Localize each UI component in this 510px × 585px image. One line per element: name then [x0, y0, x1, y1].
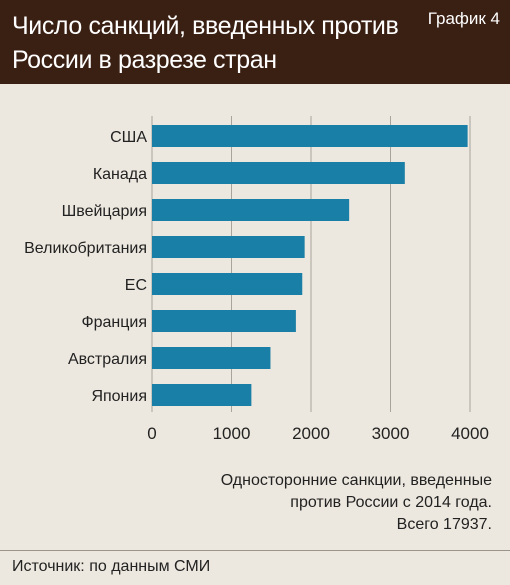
x-tick-label: 4000	[451, 424, 489, 443]
bar	[152, 236, 305, 258]
x-tick-label: 2000	[292, 424, 330, 443]
note-line-3: Всего 17937.	[396, 516, 492, 533]
category-label: Великобритания	[24, 240, 147, 257]
bar	[152, 125, 468, 147]
bar	[152, 162, 405, 184]
bar	[152, 347, 271, 369]
category-label: Франция	[81, 314, 147, 331]
bar	[152, 273, 303, 295]
source-text: Источник: по данным СМИ	[12, 558, 211, 575]
x-tick-label: 3000	[372, 424, 410, 443]
category-label: Швейцария	[62, 203, 147, 220]
category-label: Япония	[91, 388, 147, 405]
x-tick-label: 0	[147, 424, 156, 443]
bar	[152, 199, 350, 221]
category-label: ЕС	[125, 277, 147, 294]
x-tick-label: 1000	[213, 424, 251, 443]
category-label: Австралия	[68, 351, 147, 368]
category-label: США	[110, 129, 147, 146]
note-line-1: Односторонние санкции, введенные	[220, 472, 492, 489]
header-bar: Число санкций, введенных против России в…	[0, 0, 510, 84]
note-line-2: против России с 2014 года.	[290, 494, 492, 511]
chart-note: Односторонние санкции, введенные против …	[162, 470, 492, 536]
footer: Источник: по данным СМИ	[0, 550, 510, 585]
chart-title: Число санкций, введенных против России в…	[12, 12, 399, 74]
category-label: Канада	[93, 166, 147, 183]
chart-number-badge: График 4	[427, 9, 500, 28]
bar	[152, 384, 252, 406]
bar-chart: США Канада Швейцария Великобритания ЕС Франци…	[24, 116, 489, 443]
bar	[152, 310, 296, 332]
